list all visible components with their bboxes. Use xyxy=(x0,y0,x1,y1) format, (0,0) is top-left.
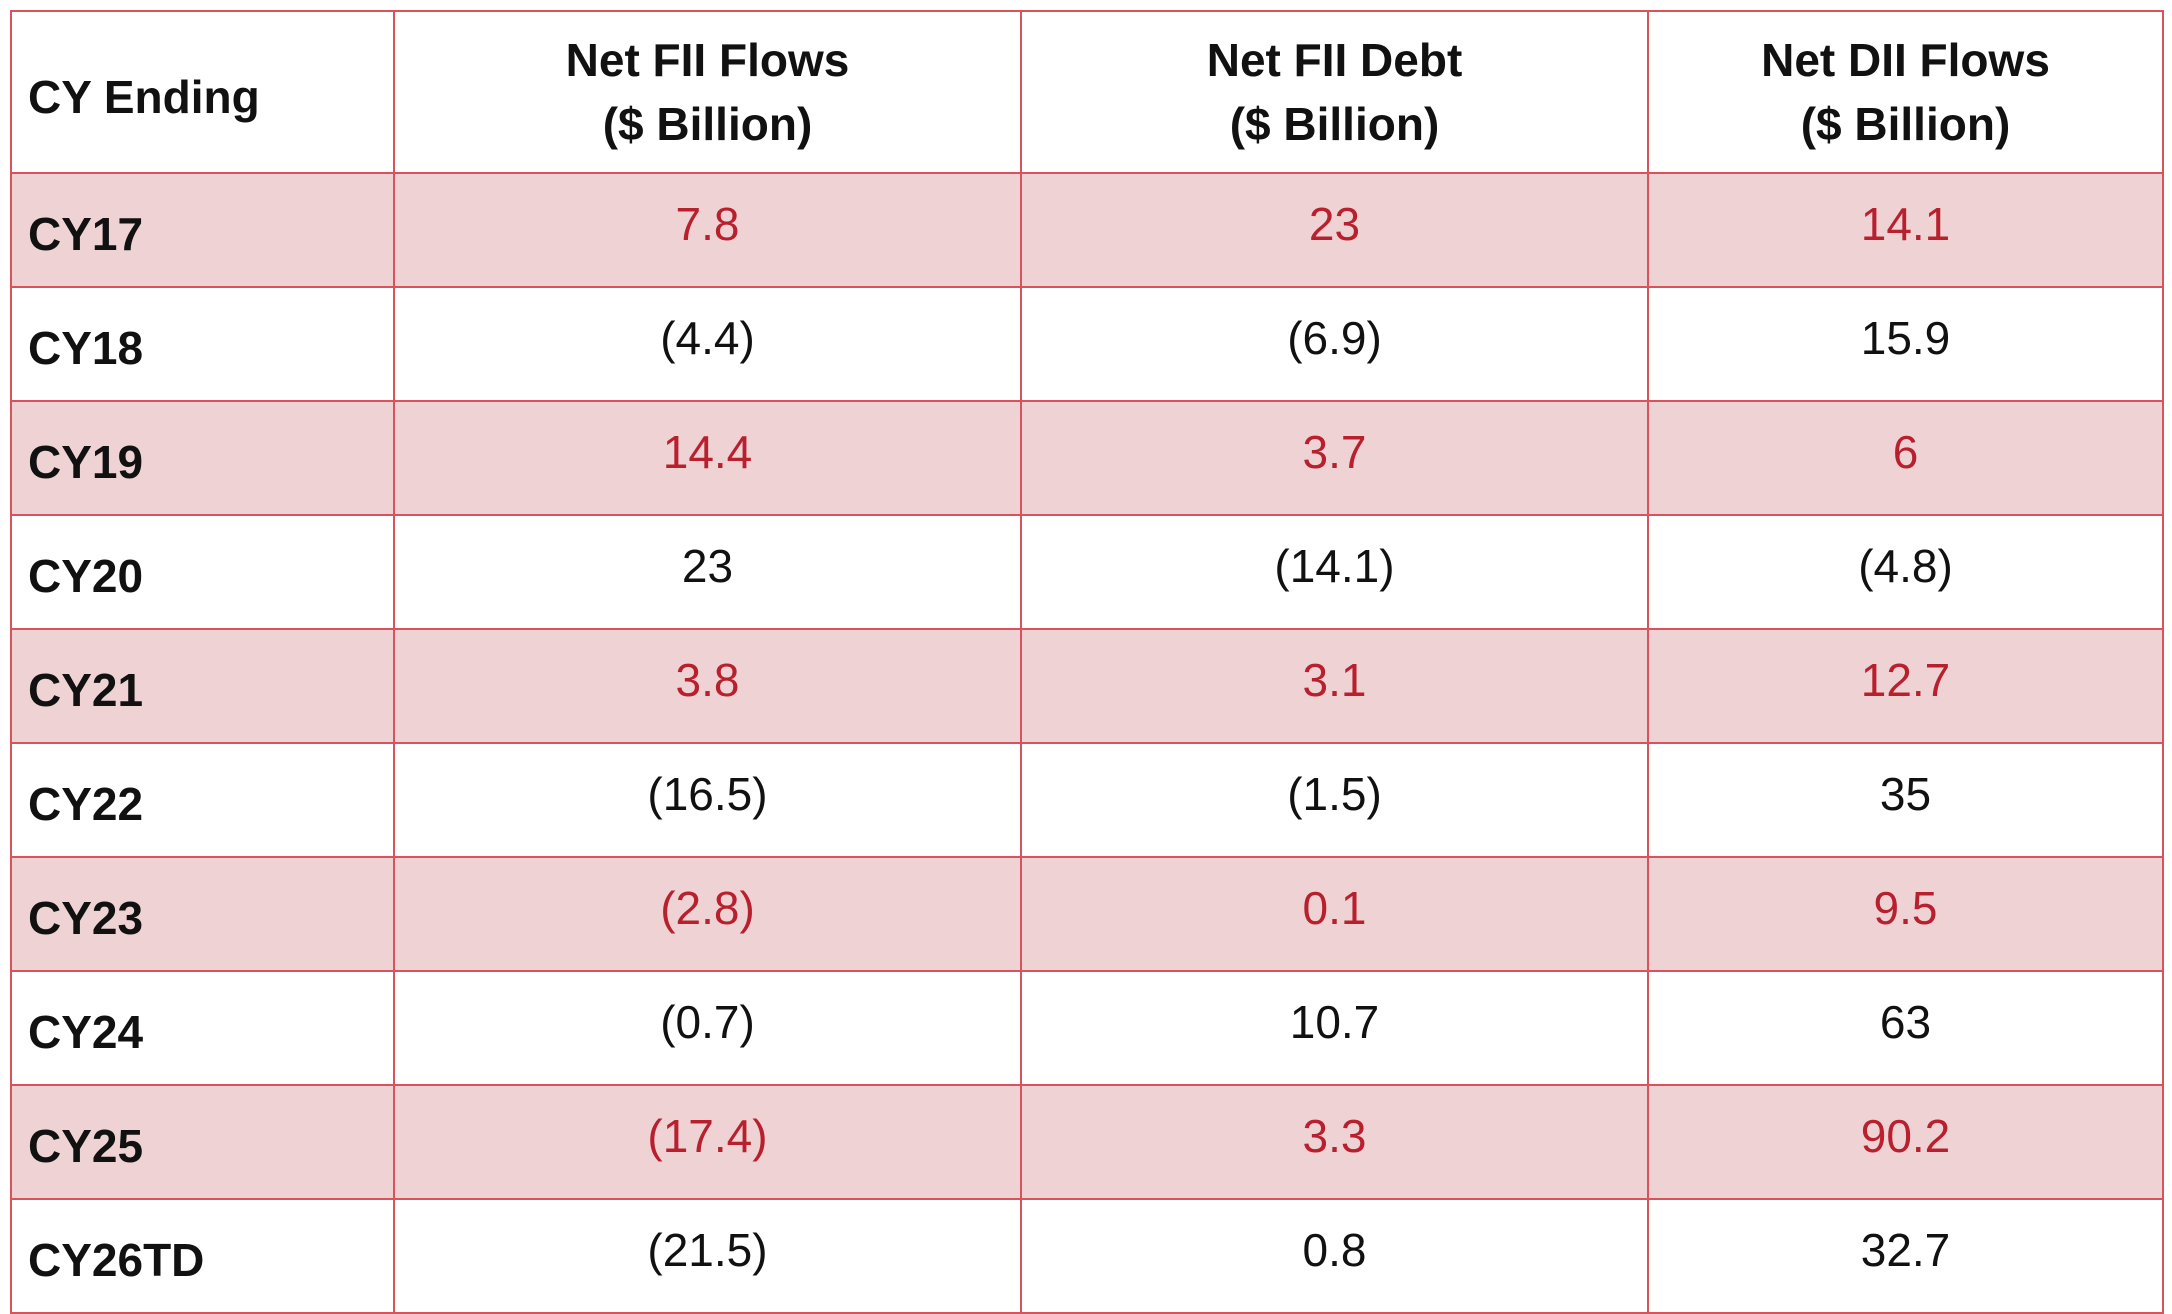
header-net-fii-flows-line1: Net FII Flows xyxy=(565,34,850,86)
row-label: CY24 xyxy=(10,970,395,1086)
header-net-dii-flows-line1: Net DII Flows xyxy=(1761,34,2050,86)
header-net-fii-flows: Net FII Flows ($ Billion) xyxy=(393,10,1022,174)
cell-net-dii-flows: 63 xyxy=(1647,970,2164,1086)
table-row: CY19 14.4 3.7 6 xyxy=(10,400,2164,516)
header-cy-ending: CY Ending xyxy=(10,10,395,174)
row-label: CY18 xyxy=(10,286,395,402)
cell-net-fii-debt: (14.1) xyxy=(1020,514,1649,630)
header-cy-ending-label: CY Ending xyxy=(28,71,260,123)
cell-net-dii-flows: 15.9 xyxy=(1647,286,2164,402)
header-net-fii-debt-line2: ($ Billion) xyxy=(1229,98,1440,150)
header-net-fii-debt: Net FII Debt ($ Billion) xyxy=(1020,10,1649,174)
cell-net-fii-debt: 3.1 xyxy=(1020,628,1649,744)
cell-net-dii-flows: 32.7 xyxy=(1647,1198,2164,1314)
table-row: CY24 (0.7) 10.7 63 xyxy=(10,970,2164,1086)
cell-net-fii-flows: (2.8) xyxy=(393,856,1022,972)
flows-table: CY Ending Net FII Flows ($ Billion) Net … xyxy=(10,10,2164,1314)
row-label: CY23 xyxy=(10,856,395,972)
cell-net-fii-flows: (17.4) xyxy=(393,1084,1022,1200)
row-label: CY17 xyxy=(10,172,395,288)
header-row: CY Ending Net FII Flows ($ Billion) Net … xyxy=(10,10,2164,174)
cell-net-dii-flows: 6 xyxy=(1647,400,2164,516)
header-net-fii-debt-line1: Net FII Debt xyxy=(1206,34,1463,86)
header-net-dii-flows-line2: ($ Billion) xyxy=(1800,98,2011,150)
row-label: CY26TD xyxy=(10,1198,395,1314)
cell-net-fii-debt: (6.9) xyxy=(1020,286,1649,402)
cell-net-fii-flows: 23 xyxy=(393,514,1022,630)
table-body: CY17 7.8 23 14.1 CY18 (4.4) (6.9) 15.9 C… xyxy=(10,172,2164,1314)
row-label: CY19 xyxy=(10,400,395,516)
cell-net-fii-flows: (16.5) xyxy=(393,742,1022,858)
cell-net-fii-debt: 10.7 xyxy=(1020,970,1649,1086)
cell-net-fii-debt: 0.8 xyxy=(1020,1198,1649,1314)
table-row: CY26TD (21.5) 0.8 32.7 xyxy=(10,1198,2164,1314)
cell-net-dii-flows: 14.1 xyxy=(1647,172,2164,288)
row-label: CY22 xyxy=(10,742,395,858)
cell-net-fii-flows: 3.8 xyxy=(393,628,1022,744)
cell-net-fii-flows: (4.4) xyxy=(393,286,1022,402)
header-net-dii-flows: Net DII Flows ($ Billion) xyxy=(1647,10,2164,174)
cell-net-fii-flows: (0.7) xyxy=(393,970,1022,1086)
cell-net-fii-flows: 14.4 xyxy=(393,400,1022,516)
cell-net-dii-flows: (4.8) xyxy=(1647,514,2164,630)
cell-net-fii-debt: 23 xyxy=(1020,172,1649,288)
cell-net-fii-flows: (21.5) xyxy=(393,1198,1022,1314)
header-net-fii-flows-line2: ($ Billion) xyxy=(602,98,813,150)
cell-net-fii-flows: 7.8 xyxy=(393,172,1022,288)
row-label: CY21 xyxy=(10,628,395,744)
cell-net-dii-flows: 12.7 xyxy=(1647,628,2164,744)
cell-net-fii-debt: 3.7 xyxy=(1020,400,1649,516)
table-row: CY23 (2.8) 0.1 9.5 xyxy=(10,856,2164,972)
table-row: CY20 23 (14.1) (4.8) xyxy=(10,514,2164,630)
cell-net-fii-debt: 3.3 xyxy=(1020,1084,1649,1200)
cell-net-dii-flows: 35 xyxy=(1647,742,2164,858)
cell-net-dii-flows: 9.5 xyxy=(1647,856,2164,972)
table-row: CY18 (4.4) (6.9) 15.9 xyxy=(10,286,2164,402)
cell-net-fii-debt: (1.5) xyxy=(1020,742,1649,858)
table-row: CY21 3.8 3.1 12.7 xyxy=(10,628,2164,744)
row-label: CY25 xyxy=(10,1084,395,1200)
row-label: CY20 xyxy=(10,514,395,630)
table-row: CY22 (16.5) (1.5) 35 xyxy=(10,742,2164,858)
cell-net-fii-debt: 0.1 xyxy=(1020,856,1649,972)
table-row: CY25 (17.4) 3.3 90.2 xyxy=(10,1084,2164,1200)
table-row: CY17 7.8 23 14.1 xyxy=(10,172,2164,288)
cell-net-dii-flows: 90.2 xyxy=(1647,1084,2164,1200)
table-header: CY Ending Net FII Flows ($ Billion) Net … xyxy=(10,10,2164,174)
